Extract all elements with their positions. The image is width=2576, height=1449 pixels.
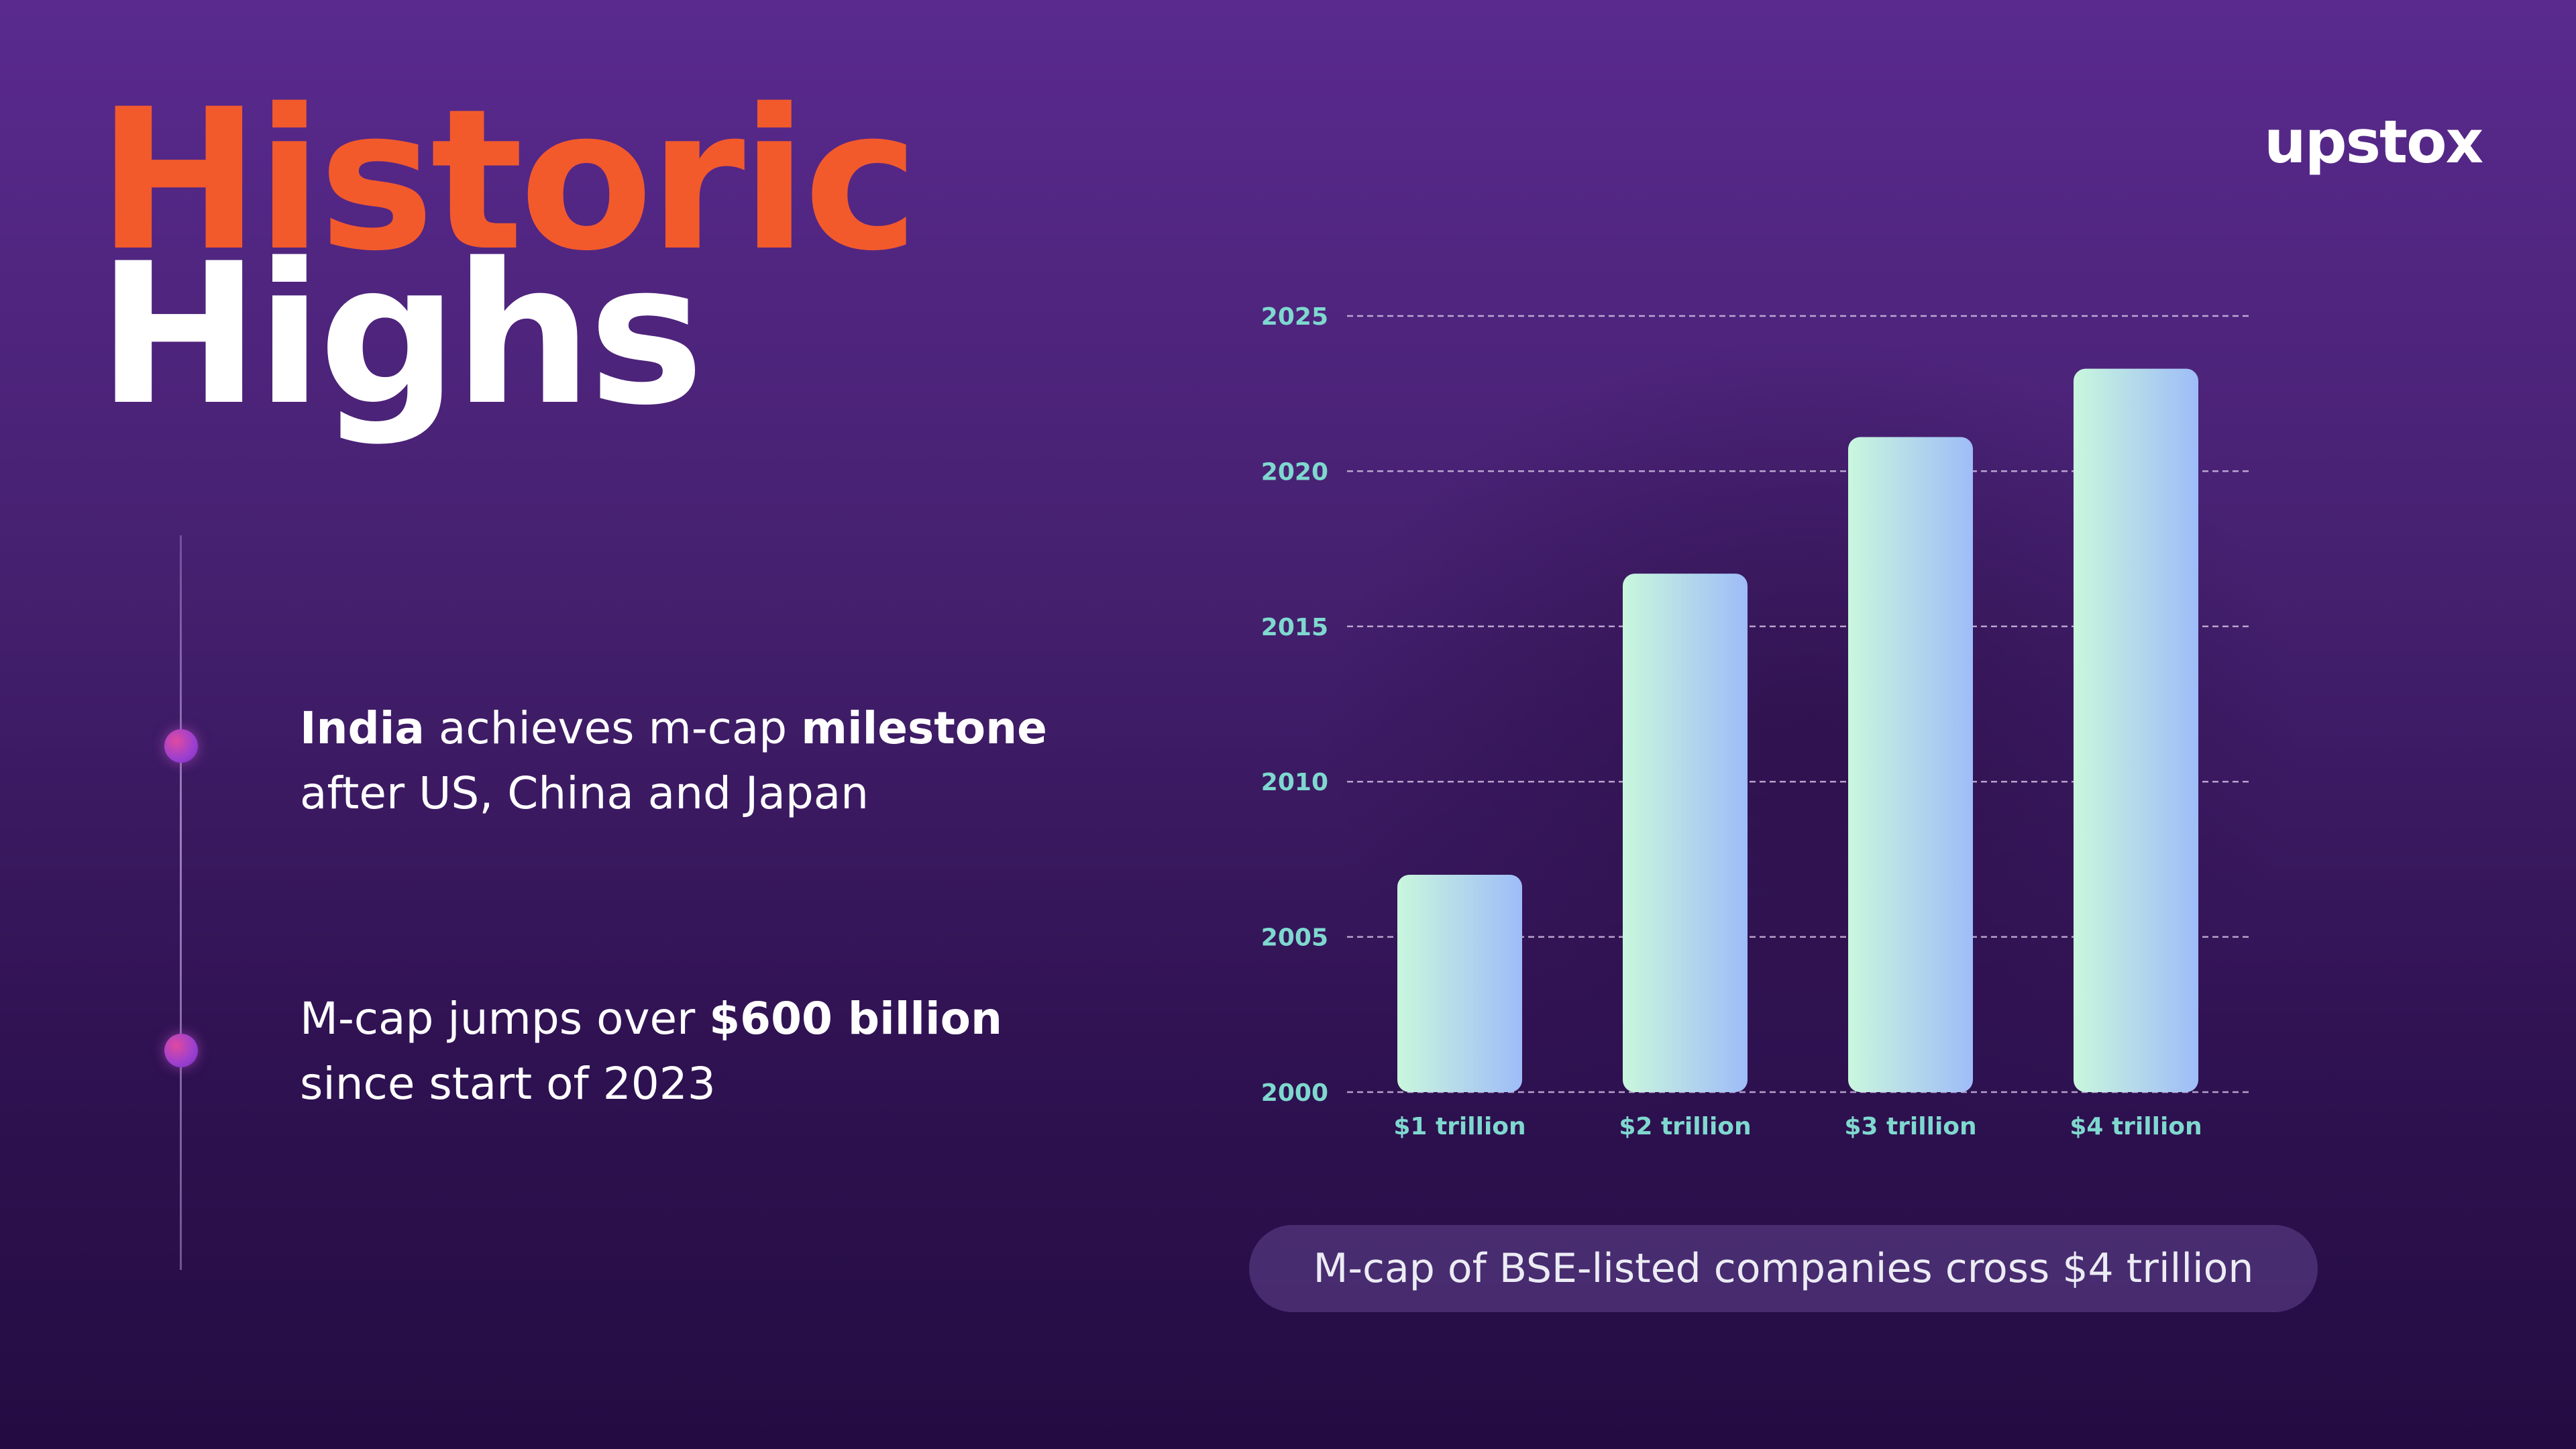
y-tick-label: 2005 xyxy=(1261,924,1328,952)
bar-4 xyxy=(2074,368,2198,1092)
x-tick-label: $4 trillion xyxy=(2070,1113,2202,1140)
x-tick-label: $3 trillion xyxy=(1844,1113,1976,1140)
title-line-1: Historic xyxy=(97,68,919,294)
bar-1 xyxy=(1397,875,1522,1092)
bar-2 xyxy=(1623,574,1748,1092)
timeline-dot-2 xyxy=(164,1034,198,1067)
y-tick-label: 2010 xyxy=(1261,769,1328,796)
timeline-dot-1 xyxy=(164,729,198,763)
y-tick-label: 2015 xyxy=(1261,614,1328,641)
y-tick-label: 2025 xyxy=(1261,303,1328,331)
bar-3 xyxy=(1848,437,1973,1092)
y-tick-label: 2000 xyxy=(1261,1079,1328,1107)
key-point-2: M-cap jumps over $600 billion since star… xyxy=(300,993,1002,1110)
title-line-2: Highs xyxy=(97,222,704,448)
key-point-1: India achieves m-cap milestone after US,… xyxy=(300,702,1047,819)
chart-caption: M-cap of BSE-listed companies cross $4 t… xyxy=(1249,1225,2318,1312)
y-tick-label: 2020 xyxy=(1261,458,1328,486)
page-title: Historic Highs xyxy=(97,68,919,448)
x-tick-label: $2 trillion xyxy=(1619,1113,1751,1140)
x-tick-label: $1 trillion xyxy=(1393,1113,1525,1140)
timeline-line xyxy=(180,535,182,1270)
upstox-logo: upstox xyxy=(2264,107,2483,176)
